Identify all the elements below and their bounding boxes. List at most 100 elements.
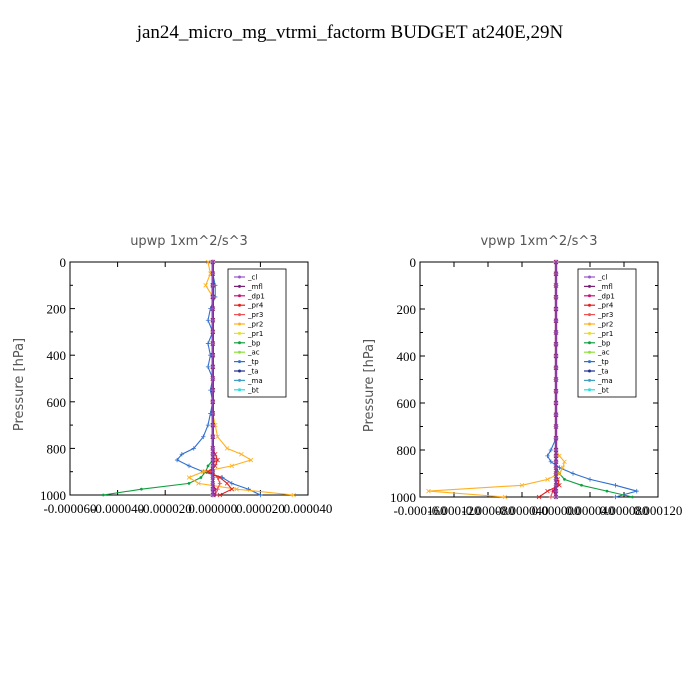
series-marker [553, 488, 559, 494]
legend-label: _pr2 [597, 321, 613, 329]
x-tick-label: -0.000020 [139, 501, 192, 516]
series-marker [210, 434, 215, 439]
legend-marker [238, 275, 241, 279]
series-marker [205, 259, 211, 265]
y-tick-label: 200 [47, 302, 67, 317]
series-marker [553, 483, 559, 488]
legend-label: _ta [247, 368, 259, 376]
y-tick-label: 400 [397, 349, 417, 364]
series-marker [196, 481, 201, 486]
series-marker [613, 483, 618, 488]
series-marker [553, 318, 559, 323]
legend-marker [238, 388, 241, 392]
legend-label: _pr3 [247, 311, 263, 319]
series-marker [553, 306, 559, 312]
legend-label: _pr3 [597, 311, 613, 319]
y-tick-label: 600 [397, 396, 417, 411]
series-marker [101, 493, 105, 497]
series-marker [548, 459, 554, 464]
series-marker [186, 463, 192, 469]
series-marker [553, 365, 559, 370]
x-tick-label: -0.000160 [393, 503, 446, 518]
legend-label: _pr4 [597, 302, 614, 310]
series-marker [210, 364, 215, 370]
y-axis-label: Pressure [hPa] [12, 338, 27, 431]
legend-label: _pr1 [597, 330, 613, 338]
legend-marker [588, 360, 591, 364]
series-marker [213, 493, 217, 497]
legend-label: _tp [597, 358, 609, 366]
y-tick-label: 1000 [390, 490, 416, 505]
x-tick-label: -0.000040 [91, 501, 144, 516]
legend-marker [588, 341, 591, 345]
series-marker [217, 492, 223, 498]
legend-marker [588, 303, 591, 307]
legend: _cl_mfl_dp1_pr4_pr3_pr2_pr1_bp_ac_tp_ta_… [577, 268, 637, 398]
legend-marker [588, 284, 591, 288]
legend-label: _tp [247, 358, 259, 366]
series-marker [215, 434, 220, 440]
series-marker [553, 459, 559, 464]
series-marker [210, 411, 215, 416]
y-tick-label: 200 [397, 302, 417, 317]
series-marker [229, 486, 235, 492]
series-marker [210, 271, 215, 276]
series-marker [552, 489, 555, 493]
series-marker [210, 475, 215, 480]
legend-marker [588, 369, 591, 373]
series-marker [210, 376, 215, 381]
x-tick-label: -0.000040 [495, 503, 548, 518]
series-marker [553, 436, 559, 441]
series-marker [553, 400, 559, 406]
series-marker [553, 295, 559, 300]
series-marker [553, 494, 559, 500]
legend-label: _pr4 [247, 302, 264, 310]
series-marker [210, 306, 215, 311]
series-line-pr2 [428, 262, 566, 498]
series-marker [557, 471, 562, 476]
series-marker [210, 387, 215, 393]
series-marker [248, 457, 254, 463]
series-marker [553, 283, 559, 288]
series-marker [553, 453, 559, 459]
x-tick-label: 0.000080 [600, 503, 649, 518]
legend-marker [238, 303, 241, 307]
series-marker [553, 412, 559, 417]
series-marker [174, 457, 180, 463]
series-marker [229, 481, 235, 486]
legend-label: _mfl [247, 283, 263, 291]
series-marker [553, 259, 559, 265]
series-marker [553, 377, 559, 382]
legend-marker [238, 369, 241, 373]
legend-marker [588, 378, 591, 382]
x-tick-label: 0.000000 [188, 501, 237, 516]
legend-label: _dp1 [597, 292, 615, 300]
series-marker [210, 283, 215, 288]
series-marker [536, 494, 542, 500]
y-tick-label: 1000 [40, 488, 66, 503]
series-marker [553, 342, 559, 347]
series-marker [210, 259, 215, 265]
legend-label: _bt [247, 386, 259, 394]
series-marker [199, 476, 203, 479]
legend-label: _ta [597, 368, 609, 376]
legend-marker [588, 294, 591, 298]
series-marker [186, 475, 192, 480]
series-marker [229, 463, 235, 469]
plot-title: upwp 1xm^2/s^3 [130, 234, 248, 249]
series-marker [210, 463, 215, 469]
series-marker [426, 488, 431, 494]
legend-marker [238, 360, 241, 364]
plot-vpwp: vpwp 1xm^2/s^3 Pressure [hPa] 0 200 400 600 80… [362, 234, 682, 518]
series-marker [217, 475, 223, 480]
series-marker [210, 318, 215, 323]
series-marker [553, 353, 559, 359]
series-marker [563, 477, 566, 481]
series-marker [210, 399, 215, 404]
series-marker [217, 481, 223, 486]
legend-marker [588, 350, 591, 354]
y-tick-label: 600 [47, 395, 67, 410]
x-tick-label: 0.000120 [634, 503, 683, 518]
series-marker [548, 494, 554, 500]
